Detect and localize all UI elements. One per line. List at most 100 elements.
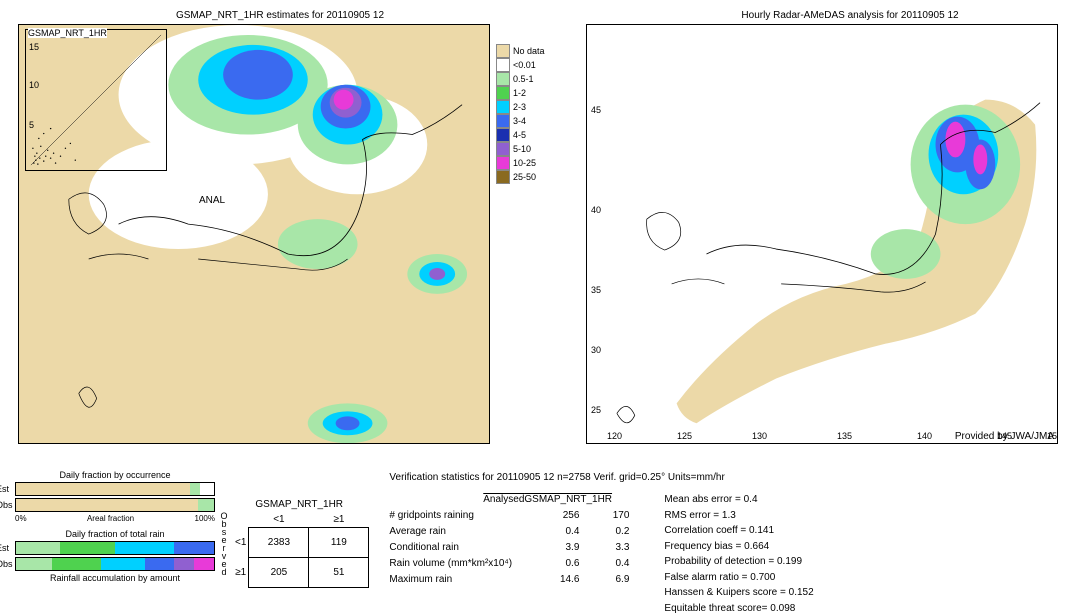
total-title: Daily fraction of total rain xyxy=(15,529,215,539)
accum-label: Rainfall accumulation by amount xyxy=(15,573,215,583)
legend-label: <0.01 xyxy=(513,60,536,70)
occ-title: Daily fraction by occurrence xyxy=(15,470,215,480)
ct-row: ≥1 xyxy=(233,557,249,587)
ytick: 30 xyxy=(591,345,601,355)
bar-segment xyxy=(194,558,214,570)
ct-col: <1 xyxy=(249,512,309,528)
bar-segment xyxy=(115,542,174,554)
label-obs: Obs xyxy=(0,500,13,510)
label-obs: Obs xyxy=(0,559,13,569)
stat-row-label: Average rain xyxy=(389,524,524,540)
bar-segment xyxy=(16,499,198,511)
metric-line: Probability of detection = 0.199 xyxy=(664,554,813,570)
stat-val: 0.4 xyxy=(544,524,579,540)
legend-label: 0.5-1 xyxy=(513,74,534,84)
ctable-title: GSMAP_NRT_1HR xyxy=(229,499,369,510)
right-map-canvas xyxy=(587,25,1057,443)
fraction-bars: Daily fraction by occurrence Est Obs 0% … xyxy=(15,470,215,616)
inset-scatter xyxy=(26,30,166,170)
metric-line: Frequency bias = 0.664 xyxy=(664,539,813,555)
bar-segment xyxy=(190,483,200,495)
ct-cell: 51 xyxy=(309,557,369,587)
label-est: Est xyxy=(0,543,9,553)
legend-swatch xyxy=(496,44,510,58)
bar-segment xyxy=(60,542,115,554)
left-map: GSMAP_NRT_1HR 15 10 5 ANAL xyxy=(18,24,490,444)
occ-axis: 0% Areal fraction 100% xyxy=(15,514,215,523)
bar-segment xyxy=(198,499,214,511)
legend-label: 4-5 xyxy=(513,130,526,140)
legend-label: 3-4 xyxy=(513,116,526,126)
metric-line: Mean abs error = 0.4 xyxy=(664,492,813,508)
contingency-block: Observed GSMAP_NRT_1HR <1≥1 <12383119 ≥1… xyxy=(219,470,369,616)
bar-segment xyxy=(52,558,102,570)
legend-row: 25-50 xyxy=(496,170,545,184)
ytick: 25 xyxy=(591,405,601,415)
col-h-analysed: Analysed xyxy=(389,492,524,508)
stat-val: 0.4 xyxy=(599,556,629,572)
legend-label: 25-50 xyxy=(513,172,536,182)
bar-segment xyxy=(145,558,175,570)
xtick: 125 xyxy=(677,431,692,441)
bottom-section: Daily fraction by occurrence Est Obs 0% … xyxy=(15,470,1070,616)
legend-label: 2-3 xyxy=(513,102,526,112)
bar-segment xyxy=(16,483,190,495)
bar-segment xyxy=(200,483,214,495)
stats-block: Verification statistics for 20110905 12 … xyxy=(389,470,813,616)
legend-swatch xyxy=(496,114,510,128)
ytick: 40 xyxy=(591,205,601,215)
legend-swatch xyxy=(496,142,510,156)
legend-swatch xyxy=(496,72,510,86)
legend-label: 5-10 xyxy=(513,144,531,154)
stat-row-label: # gridpoints raining xyxy=(389,508,524,524)
stat-val: 3.3 xyxy=(599,540,629,556)
inset-ytick: 15 xyxy=(29,42,39,52)
obs-occ-bar: Obs xyxy=(15,498,215,512)
est-occ-bar: Est xyxy=(15,482,215,496)
stat-val: 14.6 xyxy=(544,572,579,588)
stat-row-label: Rain volume (mm*km²x10⁴) xyxy=(389,556,524,572)
metric-line: False alarm ratio = 0.700 xyxy=(664,570,813,586)
stat-val: 170 xyxy=(599,508,629,524)
observed-side-label: Observed xyxy=(219,511,229,575)
ct-cell: 2383 xyxy=(249,527,309,557)
inset-ytick: 5 xyxy=(29,120,34,130)
metric-line: RMS error = 1.3 xyxy=(664,508,813,524)
metric-line: Equitable threat score= 0.098 xyxy=(664,601,813,616)
ct-cell: 205 xyxy=(249,557,309,587)
metric-line: Correlation coeff = 0.141 xyxy=(664,523,813,539)
stat-row-label: Conditional rain xyxy=(389,540,524,556)
legend-label: 10-25 xyxy=(513,158,536,168)
stat-val: 0.2 xyxy=(599,524,629,540)
legend-row: 0.5-1 xyxy=(496,72,545,86)
bar-segment xyxy=(16,542,60,554)
inset-title: GSMAP_NRT_1HR xyxy=(28,28,107,38)
axis-left: 0% xyxy=(15,514,27,523)
legend-row: No data xyxy=(496,44,545,58)
xtick: 145 xyxy=(997,431,1012,441)
right-map: Provided by JWA/JMA 45403530251201251301… xyxy=(586,24,1058,444)
legend-swatch xyxy=(496,156,510,170)
xtick: 135 xyxy=(837,431,852,441)
ytick: 45 xyxy=(591,105,601,115)
xtick: 120 xyxy=(607,431,622,441)
ct-row: <1 xyxy=(233,527,249,557)
stat-val: 256 xyxy=(544,508,579,524)
ct-cell: 119 xyxy=(309,527,369,557)
axis-center: Areal fraction xyxy=(87,514,134,523)
left-map-inset: GSMAP_NRT_1HR 15 10 5 xyxy=(25,29,167,171)
bar-segment xyxy=(16,558,52,570)
legend-swatch xyxy=(496,170,510,184)
bar-segment xyxy=(174,558,194,570)
anal-label: ANAL xyxy=(199,195,225,206)
ct-col: ≥1 xyxy=(309,512,369,528)
axis-right: 100% xyxy=(195,514,215,523)
stats-table: Analysed # gridpoints raining Average ra… xyxy=(389,492,813,616)
xtick: 15 xyxy=(1047,431,1057,441)
legend-row: 5-10 xyxy=(496,142,545,156)
legend-row: 10-25 xyxy=(496,156,545,170)
bar-segment xyxy=(174,542,214,554)
metric-line: Hanssen & Kuipers score = 0.152 xyxy=(664,585,813,601)
xtick: 140 xyxy=(917,431,932,441)
ytick: 35 xyxy=(591,285,601,295)
